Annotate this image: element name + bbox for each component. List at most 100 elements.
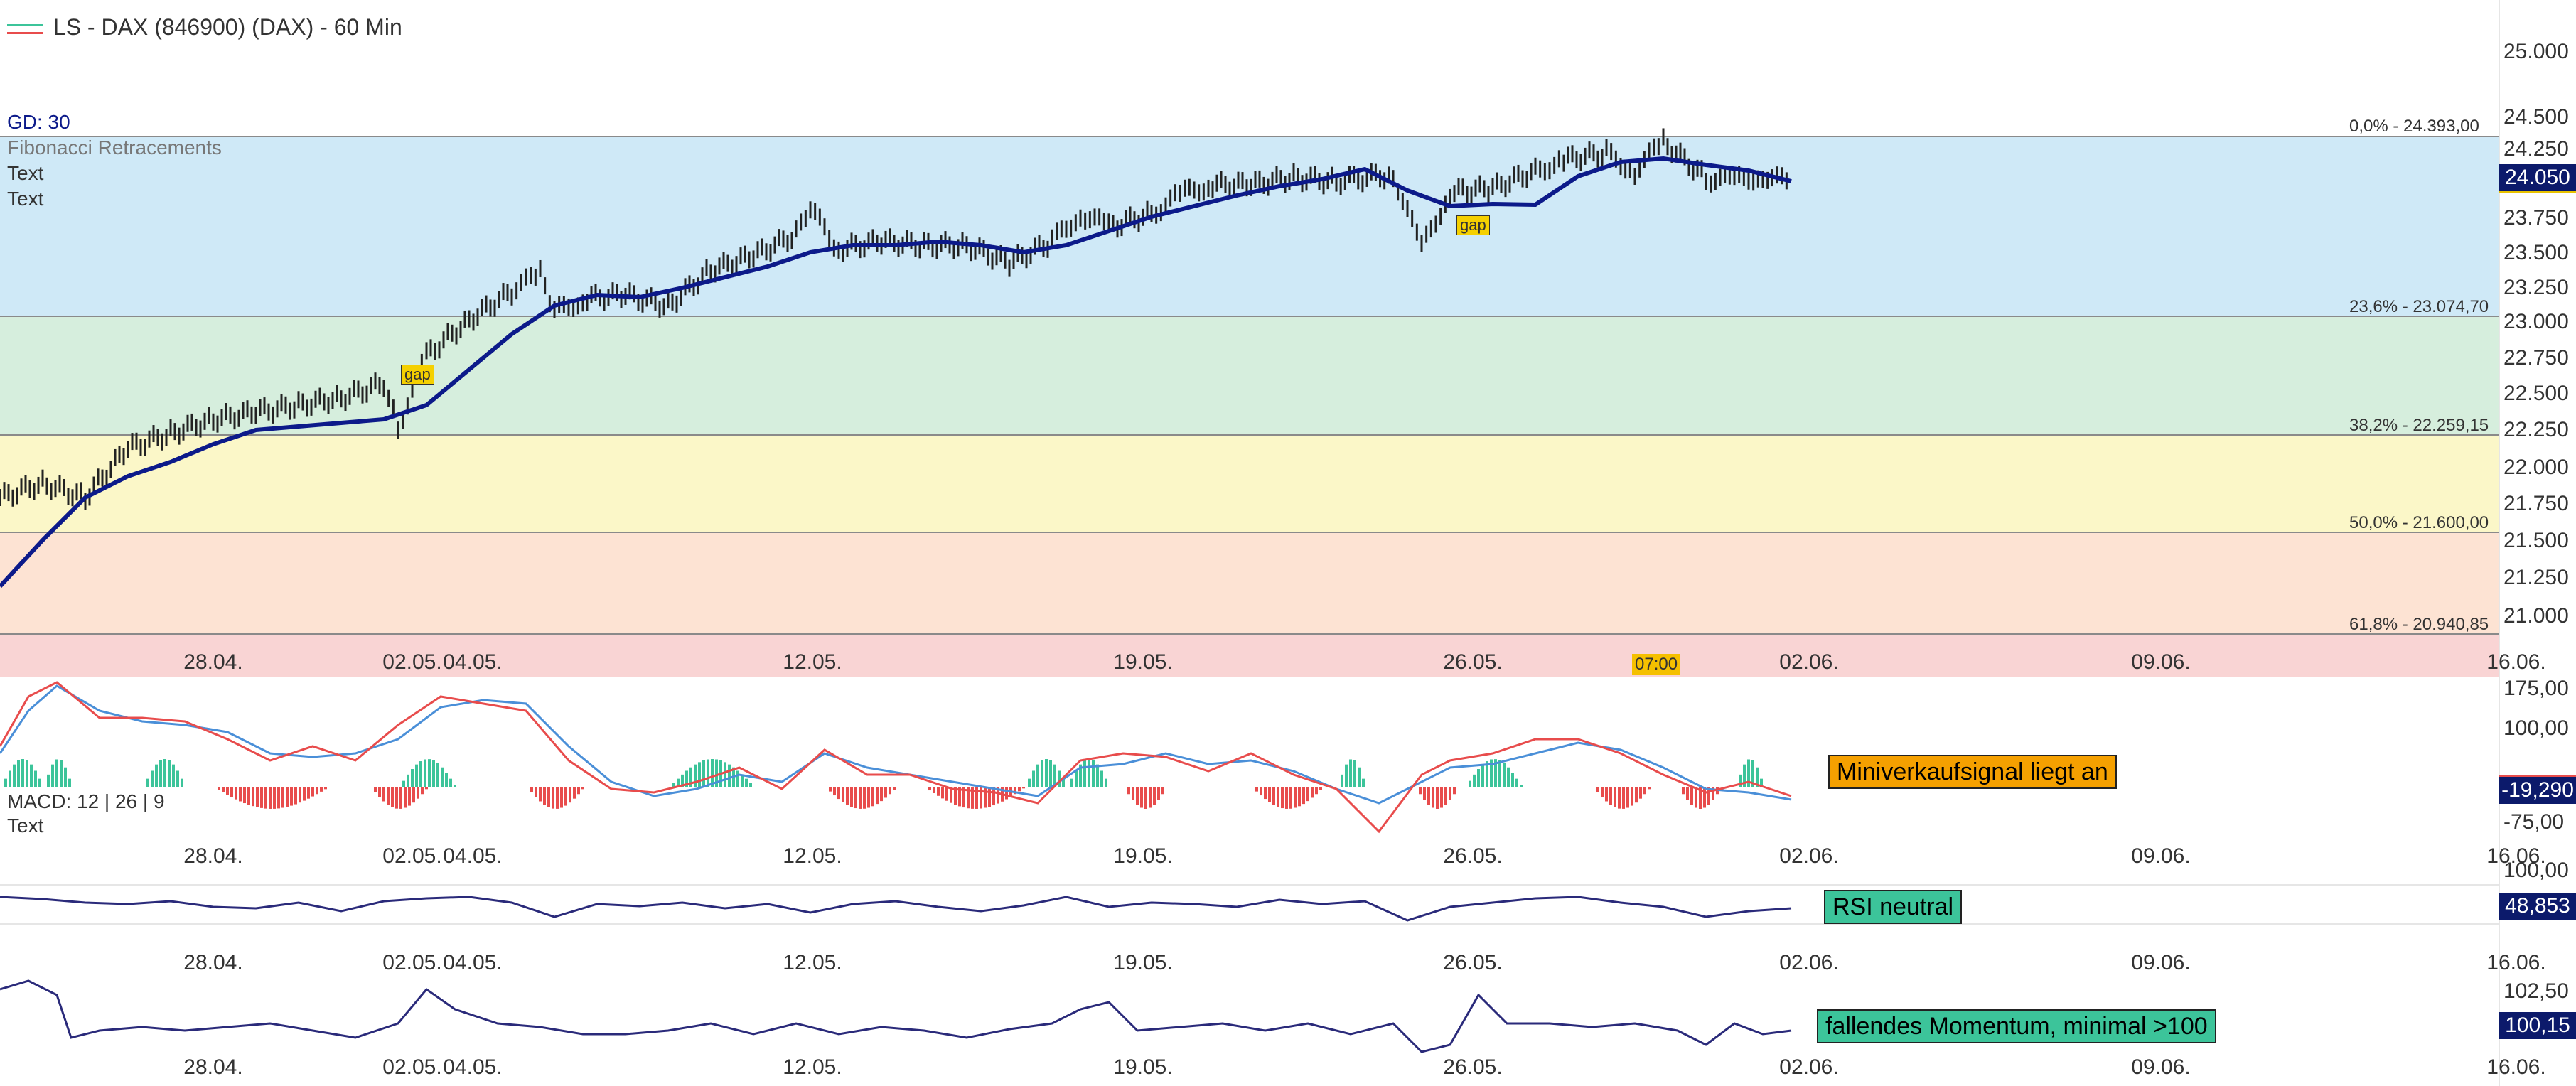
- x-label: 02.05.: [382, 951, 442, 974]
- macd-bar: [1053, 764, 1056, 787]
- macd-bar: [230, 787, 233, 797]
- macd-bar: [937, 787, 940, 796]
- momentum-line: [0, 979, 1792, 1053]
- y-tick: 25.000: [2503, 40, 2569, 63]
- macd-bar: [884, 787, 887, 798]
- macd-bar: [1449, 787, 1451, 800]
- macd-bar: [163, 759, 166, 787]
- macd-bar: [556, 787, 559, 809]
- macd-bar: [425, 787, 428, 790]
- macd-bar: [286, 787, 289, 807]
- rsi-tick: 100,00: [2503, 859, 2569, 882]
- x-label: 12.05.: [783, 951, 842, 974]
- macd-bar: [419, 761, 422, 787]
- macd-bar: [967, 787, 970, 809]
- macd-bar: [1686, 787, 1689, 800]
- macd-bar: [1635, 787, 1638, 803]
- macd-bar: [1032, 770, 1035, 787]
- y-tick: 23.500: [2503, 241, 2569, 264]
- macd-bar: [1648, 787, 1651, 790]
- macd-bar: [1520, 785, 1523, 787]
- macd-bar: [980, 787, 982, 809]
- x-label: 16.06.: [2486, 951, 2546, 974]
- macd-bar: [1618, 787, 1621, 809]
- macd-bar: [1264, 787, 1267, 800]
- macd-bar: [850, 787, 853, 807]
- chart-title-text: LS - DAX (846900) (DAX) - 60 Min: [53, 14, 402, 40]
- macd-bar: [867, 787, 870, 808]
- gap-label-1: gap: [401, 365, 434, 385]
- macd-bar: [552, 787, 554, 809]
- macd-bar: [1268, 787, 1271, 802]
- current-price-box: 24.050: [2499, 164, 2576, 191]
- macd-bar: [247, 787, 250, 805]
- macd-bar: [1289, 787, 1292, 809]
- macd-bar: [387, 787, 390, 805]
- macd-bar: [577, 787, 580, 795]
- macd-bar: [146, 778, 149, 787]
- macd-bar: [1096, 764, 1099, 787]
- macd-bar: [1014, 787, 1016, 795]
- macd-bar: [745, 778, 748, 787]
- macd-bar: [1440, 787, 1443, 808]
- x-label: 19.05.: [1113, 951, 1173, 974]
- x-label: 04.05.: [443, 844, 503, 868]
- macd-bar: [1105, 778, 1107, 787]
- macd-bar: [4, 778, 7, 787]
- macd-bar: [408, 787, 411, 806]
- macd-bar: [1315, 787, 1318, 795]
- macd-legend[interactable]: MACD: 12 | 26 | 9: [7, 790, 165, 812]
- x-label: 19.05.: [1113, 1055, 1173, 1079]
- macd-legend-text[interactable]: Text: [7, 814, 44, 837]
- macd-bar: [854, 787, 857, 809]
- macd-bar: [1622, 787, 1625, 809]
- macd-bar: [842, 787, 844, 802]
- macd-bar: [1503, 763, 1506, 787]
- macd-bar: [1631, 787, 1633, 806]
- legend-ma[interactable]: GD: 30: [7, 111, 70, 133]
- macd-bar: [1022, 787, 1025, 789]
- macd-bar: [1341, 774, 1343, 787]
- macd-bar: [945, 787, 948, 801]
- macd-bar: [1643, 787, 1646, 795]
- macd-bar: [1477, 769, 1480, 787]
- macd-bar: [1743, 764, 1746, 787]
- legend-fib[interactable]: Fibonacci Retracements: [7, 136, 222, 158]
- x-label: 26.05.: [1443, 844, 1503, 868]
- macd-bar: [432, 760, 435, 787]
- macd-bar: [543, 787, 546, 805]
- macd-bar: [382, 787, 385, 802]
- macd-bar: [1345, 764, 1348, 787]
- y-tick: 23.000: [2503, 310, 2569, 333]
- y-tick: 23.250: [2503, 276, 2569, 299]
- macd-bar: [1507, 767, 1510, 787]
- macd-bar: [539, 787, 542, 802]
- macd-annotation: Miniverkaufsignal liegt an: [1828, 755, 2117, 789]
- macd-bar: [950, 787, 952, 803]
- ma-line: [0, 156, 1792, 588]
- macd-bar: [151, 770, 154, 787]
- macd-bar: [833, 787, 836, 796]
- macd-bar: [694, 764, 697, 787]
- macd-bar: [1058, 770, 1061, 787]
- legend-text-1[interactable]: Text: [7, 162, 44, 184]
- macd-bar: [1028, 778, 1031, 787]
- macd-bar: [55, 759, 58, 787]
- macd-bar: [1049, 760, 1052, 787]
- fib-label-50: 50,0% - 21.600,00: [2349, 513, 2489, 532]
- macd-bar: [1695, 787, 1697, 808]
- macd-bar: [1272, 787, 1275, 805]
- fib-label-38: 38,2% - 22.259,15: [2349, 416, 2489, 435]
- macd-bar: [316, 787, 318, 795]
- macd-bar: [1161, 787, 1164, 795]
- macd-bar: [311, 787, 314, 797]
- x-label: 02.05.: [382, 1055, 442, 1079]
- macd-bar: [26, 760, 28, 787]
- macd-bar: [277, 787, 280, 809]
- macd-tick: 175,00: [2503, 677, 2569, 700]
- macd-bar: [530, 787, 533, 793]
- macd-bar: [449, 778, 452, 787]
- macd-bar: [60, 760, 63, 787]
- macd-bar: [1070, 778, 1073, 787]
- legend-text-2[interactable]: Text: [7, 188, 44, 210]
